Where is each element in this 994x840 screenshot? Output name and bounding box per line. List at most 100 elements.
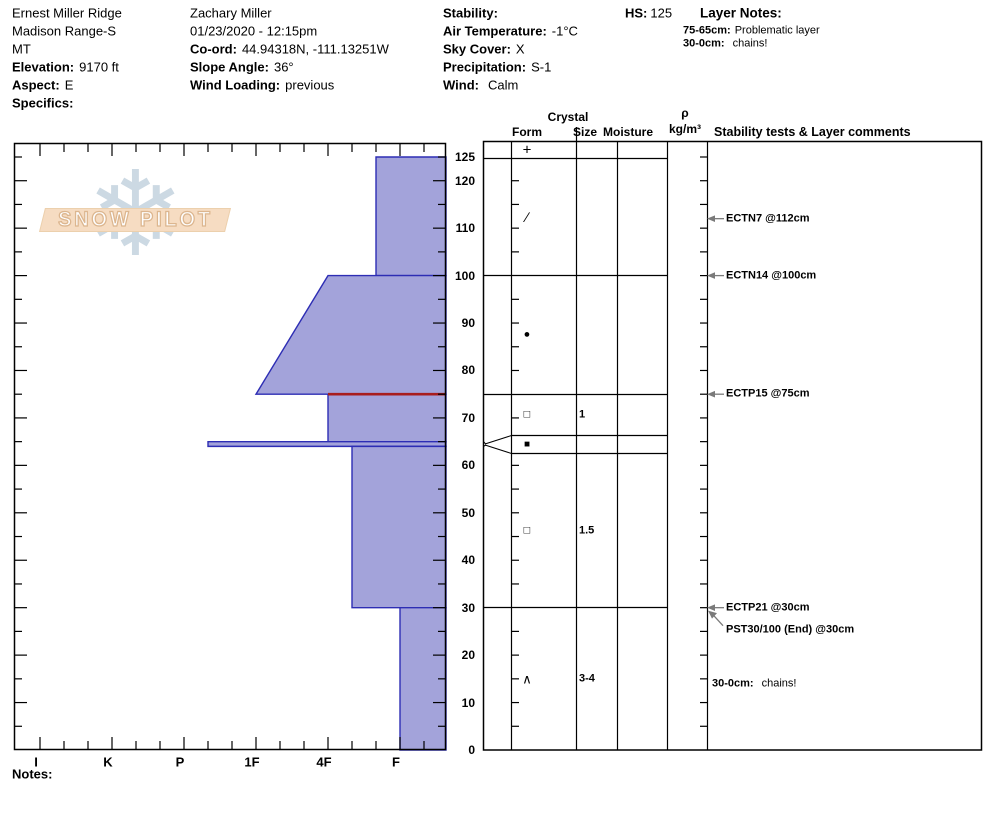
layer-note-text: Problematic layer <box>734 24 820 37</box>
depth-tick-label: 90 <box>461 316 475 331</box>
layer-note-row: 30-0cm: chains! <box>683 37 768 50</box>
hardness-bars <box>207 156 447 751</box>
depth-tick-label: 30 <box>461 600 475 615</box>
site-name: Ernest Miller Ridge <box>12 5 122 21</box>
depth-tick-label: 60 <box>461 458 475 473</box>
stability-test-label: ECTN14 @100cm <box>726 269 817 282</box>
hardness-label: K <box>103 754 113 770</box>
elevation-value: 9170 ft <box>79 59 119 75</box>
test-arrows <box>707 215 724 627</box>
specifics-label: Specifics: <box>12 95 74 111</box>
grain-form-symbol: ∧ <box>522 671 532 687</box>
density-units-header: kg/m³ <box>668 122 702 136</box>
aspect-value: E <box>64 77 74 93</box>
grain-form-symbol: + <box>522 141 532 159</box>
elevation-row: Elevation: 9170 ft <box>12 61 119 74</box>
layer-note-text: chains! <box>732 37 768 50</box>
stability-row: Stability: <box>443 7 503 20</box>
table-grid <box>483 127 709 750</box>
test-arrowhead-icon <box>707 604 715 611</box>
hs-row: HS: 125 <box>625 7 672 20</box>
grain-form-symbol: ∕ <box>525 209 529 225</box>
layer-note-row: 75-65cm: Problematic layer <box>683 24 820 37</box>
stability-column-header: Stability tests & Layer comments <box>714 124 911 139</box>
moisture-column-header: Moisture <box>602 125 654 139</box>
form-column-header: Form <box>512 125 542 139</box>
thin-layer-fan <box>483 435 512 454</box>
specifics-row: Specifics: <box>12 97 73 110</box>
stability-test-label: ECTP21 @30cm <box>726 601 810 614</box>
coord-label: Co-ord: <box>190 41 237 57</box>
layer-comment: 30-0cm: chains! <box>712 678 796 689</box>
sky-cover-row: Sky Cover: X <box>443 43 525 56</box>
test-arrowhead-icon <box>707 272 715 279</box>
elevation-label: Elevation: <box>12 59 75 75</box>
stability-label: Stability: <box>443 5 498 21</box>
wind-label: Wind: <box>443 77 479 93</box>
depth-tick-label: 110 <box>455 221 475 236</box>
observer-name: Zachary Miller <box>190 5 272 21</box>
wind-loading-value: previous <box>285 77 335 93</box>
grain-form-symbol: □ <box>523 524 531 536</box>
depth-tick-label: 10 <box>461 695 475 710</box>
stability-test-label: ECTP15 @75cm <box>726 387 810 400</box>
coord-value: 44.94318N, -111.13251W <box>241 41 389 57</box>
depth-tick-label: 125 <box>454 150 475 164</box>
air-temp-row: Air Temperature: -1°C <box>443 25 578 38</box>
sky-cover-label: Sky Cover: <box>443 41 511 57</box>
hardness-label: 4F <box>316 754 332 770</box>
air-temp-value: -1°C <box>551 23 578 39</box>
grain-size-value: 1 <box>579 408 586 421</box>
layer-note-range: 75-65cm: <box>683 24 731 37</box>
precipitation-value: S-1 <box>531 59 552 75</box>
aspect-row: Aspect: E <box>12 79 73 92</box>
depth-tick-label: 120 <box>454 173 475 188</box>
wind-loading-label: Wind Loading: <box>190 77 281 93</box>
sky-cover-value: X <box>515 41 525 57</box>
depth-tick-label: 80 <box>461 363 475 378</box>
observation-datetime: 01/23/2020 - 12:15pm <box>190 23 318 39</box>
precipitation-label: Precipitation: <box>443 59 527 75</box>
site-state: MT <box>12 41 31 57</box>
axis-ticks <box>15 144 707 749</box>
test-arrowhead-icon <box>708 610 717 619</box>
depth-tick-label: 50 <box>461 505 475 520</box>
hardness-label: P <box>175 754 185 770</box>
size-column-header: Size <box>572 125 598 139</box>
density-rho-header: ρ <box>681 106 689 120</box>
depth-tick-label: 40 <box>461 553 475 568</box>
test-arrowhead-icon <box>707 215 715 222</box>
slope-angle-value: 36° <box>273 59 294 75</box>
grain-form-symbol: □ <box>523 408 531 421</box>
hardness-label: I <box>34 754 38 770</box>
air-temp-label: Air Temperature: <box>443 23 547 39</box>
coord-row: Co-ord: 44.94318N, -111.13251W <box>190 43 389 56</box>
stability-test-label: ECTN7 @112cm <box>726 212 810 225</box>
depth-tick-label: 0 <box>468 743 475 757</box>
precipitation-row: Precipitation: S-1 <box>443 61 551 74</box>
chart-frame <box>13 140 983 751</box>
hs-label: HS: <box>625 5 648 21</box>
wind-row: Wind: Calm <box>443 79 518 92</box>
hardness-label: F <box>392 754 400 770</box>
hs-value: 125 <box>650 5 673 21</box>
grain-size-value: 3-4 <box>579 672 595 685</box>
layer-note-range: 30-0cm: <box>683 37 725 50</box>
slope-angle-row: Slope Angle: 36° <box>190 61 294 74</box>
site-range: Madison Range-S <box>12 23 117 39</box>
grain-form-symbol: ■ <box>523 438 531 450</box>
wind-value: Calm <box>487 77 519 93</box>
hardness-label: 1F <box>244 754 260 770</box>
layer-comment-range: 30-0cm: <box>712 677 754 690</box>
depth-tick-label: 20 <box>461 648 475 663</box>
notes-label: Notes: <box>12 766 53 782</box>
crystal-header: Crystal <box>547 110 589 124</box>
grain-form-symbol: ● <box>523 328 531 341</box>
aspect-label: Aspect: <box>12 77 60 93</box>
stability-test-label: PST30/100 (End) @30cm <box>726 623 855 636</box>
layer-comment-text: chains! <box>761 677 797 690</box>
test-arrowhead-icon <box>707 390 715 398</box>
